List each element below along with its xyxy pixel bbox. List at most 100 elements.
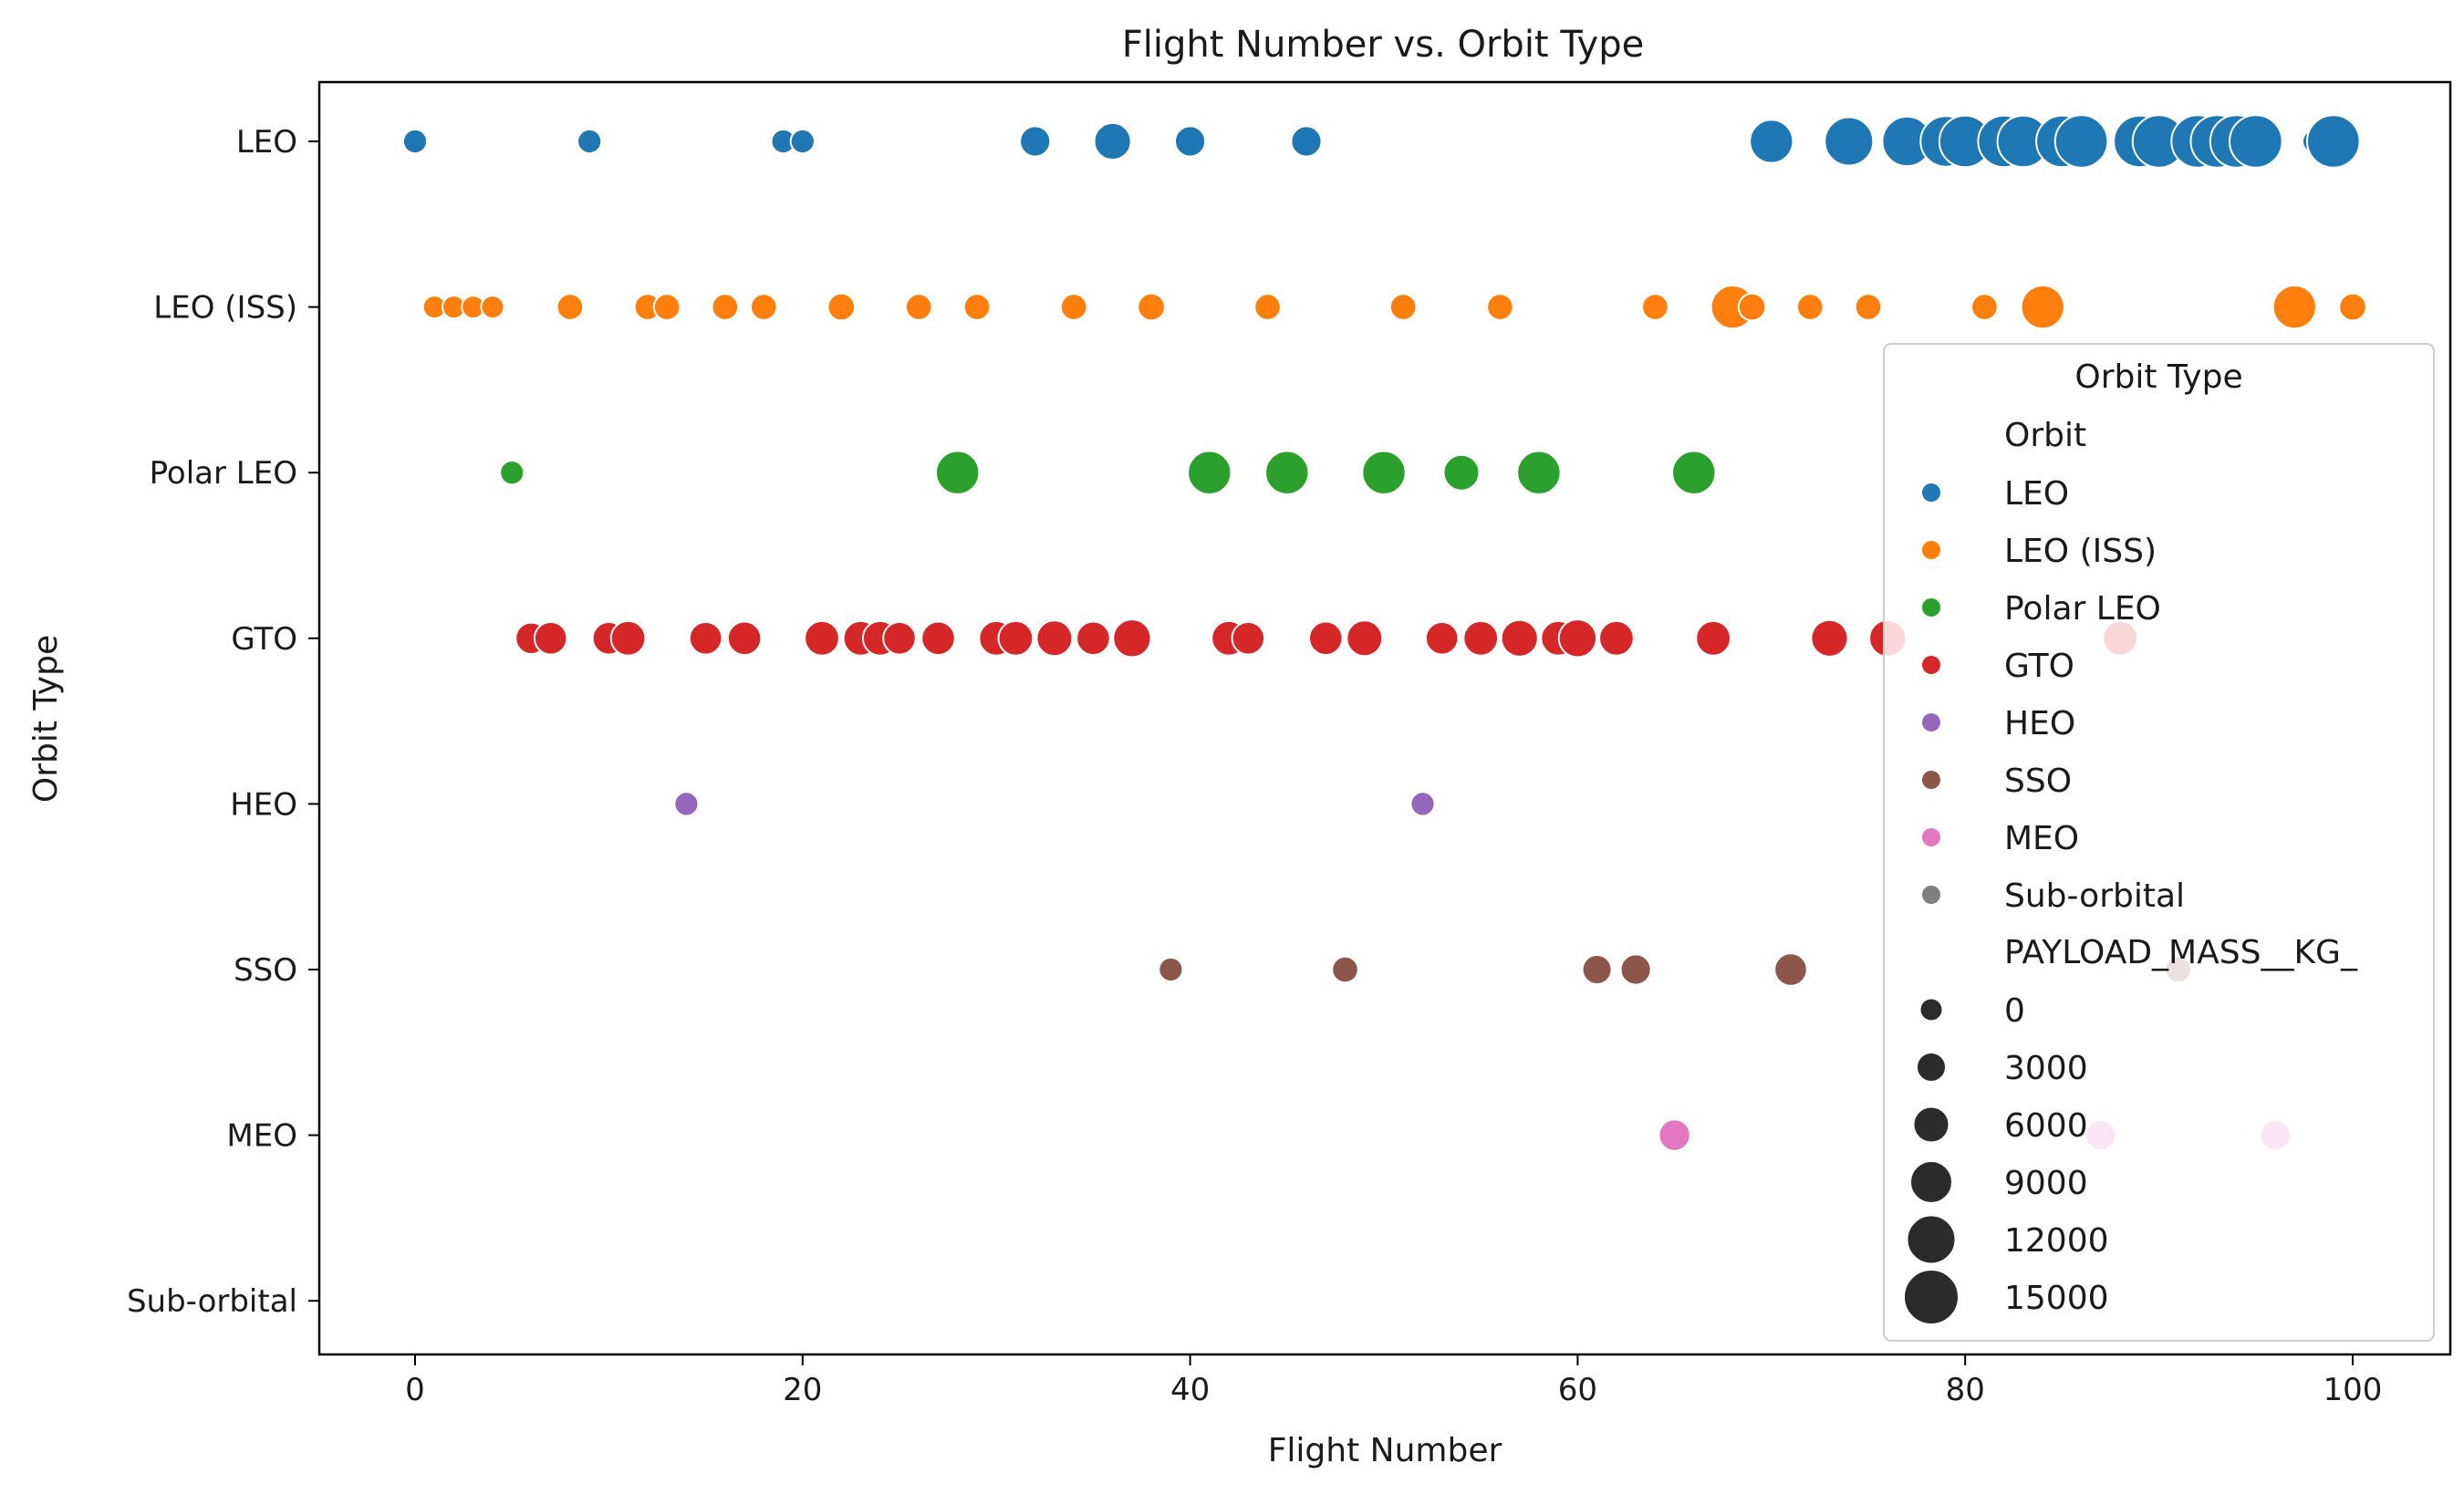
legend-label-meo: MEO — [2004, 820, 2079, 857]
y-tick-label-leo-iss-: LEO (ISS) — [153, 290, 297, 327]
point-sso-1 — [1331, 955, 1359, 984]
legend-size-marker-3000 — [1916, 1052, 1947, 1083]
legend-size-label-6000: 6000 — [2004, 1107, 2088, 1145]
point-leo-iss--24 — [2272, 285, 2317, 330]
point-leo-iss--6 — [652, 293, 681, 321]
legend-label-sso: SSO — [2004, 763, 2072, 800]
point-gto-5 — [726, 620, 763, 657]
y-tick-label-leo: LEO — [236, 124, 297, 161]
point-polar-leo-7 — [1671, 450, 1717, 495]
point-polar-leo-3 — [1264, 450, 1310, 495]
point-heo-1 — [1409, 791, 1436, 817]
y-tick-label-heo: HEO — [230, 786, 297, 823]
legend-size-label-12000: 12000 — [2004, 1222, 2109, 1260]
point-leo-iss--20 — [1796, 293, 1825, 321]
point-leo-1 — [577, 128, 603, 155]
point-polar-leo-1 — [935, 450, 981, 495]
legend-marker-leo-iss- — [1922, 541, 1940, 559]
legend-label-sub-orbital: Sub-orbital — [2004, 877, 2185, 915]
point-gto-1 — [533, 621, 568, 656]
point-leo-iss--3 — [480, 295, 505, 320]
point-polar-leo-6 — [1516, 450, 1562, 495]
legend-size-label-0: 0 — [2004, 992, 2025, 1030]
point-leo-iss--21 — [1854, 293, 1883, 321]
point-leo-iss--13 — [1137, 292, 1166, 322]
point-leo-0 — [401, 128, 429, 155]
point-gto-3 — [609, 619, 647, 657]
point-leo-iss--19 — [1737, 292, 1767, 322]
point-leo-iss--7 — [711, 293, 740, 321]
y-tick-label-sub-orbital: Sub-orbital — [127, 1283, 297, 1320]
legend-size-label-3000: 3000 — [2004, 1050, 2088, 1087]
legend-marker-gto — [1922, 656, 1940, 674]
legend-size-marker-9000 — [1909, 1160, 1953, 1204]
point-gto-24 — [1557, 618, 1598, 659]
legend-title: Orbit Type — [2074, 358, 2242, 396]
y-tick-label-gto: GTO — [231, 621, 297, 658]
legend-marker-sso — [1922, 771, 1940, 789]
legend-marker-heo — [1922, 713, 1940, 731]
legend-size-marker-15000 — [1903, 1269, 1960, 1325]
x-tick-label-100: 100 — [2324, 1372, 2383, 1408]
point-gto-9 — [882, 621, 917, 656]
point-gto-21 — [1462, 619, 1500, 657]
chart-title: Flight Number vs. Orbit Type — [1122, 24, 1644, 66]
x-tick-label-80: 80 — [1946, 1372, 1985, 1408]
point-leo-8 — [1749, 119, 1794, 164]
point-leo-24 — [2306, 114, 2361, 169]
legend-marker-sub-orbital — [1922, 886, 1940, 904]
legend-size-marker-12000 — [1906, 1214, 1957, 1265]
point-leo-iss--12 — [1059, 293, 1088, 321]
point-leo-4 — [1019, 125, 1052, 158]
point-leo-5 — [1093, 121, 1132, 161]
legend-marker-leo — [1922, 483, 1940, 502]
point-leo-22 — [2229, 114, 2283, 169]
point-gto-17 — [1231, 621, 1266, 656]
y-tick-label-polar-leo: Polar LEO — [150, 455, 297, 492]
point-leo-iss--14 — [1253, 293, 1282, 321]
point-sso-0 — [1158, 956, 1184, 983]
point-leo-iss--4 — [556, 293, 585, 321]
point-gto-12 — [997, 619, 1034, 657]
point-gto-25 — [1598, 619, 1635, 657]
point-gto-13 — [1035, 619, 1074, 658]
x-axis: 0 20 40 60 80 100 — [405, 1354, 2382, 1408]
y-tick-label-sso: SSO — [234, 952, 297, 989]
point-leo-iss--16 — [1486, 293, 1514, 321]
point-leo-iss--25 — [2338, 292, 2367, 322]
point-sso-3 — [1619, 953, 1652, 986]
point-gto-15 — [1112, 618, 1152, 659]
point-leo-iss--8 — [750, 293, 778, 321]
point-polar-leo-0 — [499, 460, 525, 486]
point-gto-18 — [1308, 620, 1344, 657]
legend-size-marker-6000 — [1912, 1105, 1950, 1144]
point-polar-leo-5 — [1442, 453, 1481, 492]
point-gto-14 — [1076, 620, 1111, 657]
x-tick-label-20: 20 — [783, 1372, 822, 1408]
y-axis: LEO LEO (ISS) Polar LEO GTO HEO SSO MEO Sub-orb… — [127, 124, 319, 1320]
point-heo-0 — [673, 791, 700, 817]
legend-label-leo-iss-: LEO (ISS) — [2004, 533, 2157, 570]
x-tick-label-0: 0 — [405, 1372, 425, 1408]
legend-size-title: PAYLOAD_MASS__KG_ — [2004, 934, 2358, 971]
point-gto-6 — [804, 619, 840, 657]
point-sso-4 — [1773, 952, 1808, 987]
x-tick-label-40: 40 — [1170, 1372, 1210, 1408]
point-leo-iss--9 — [827, 292, 857, 322]
point-leo-iss--11 — [962, 293, 992, 321]
point-gto-20 — [1424, 621, 1460, 656]
legend-size-marker-0 — [1918, 997, 1944, 1022]
x-axis-label: Flight Number — [1268, 1432, 1502, 1469]
point-sso-2 — [1581, 954, 1613, 985]
legend-marker-meo — [1922, 828, 1940, 846]
legend-size-label-15000: 15000 — [2004, 1280, 2109, 1317]
point-leo-3 — [789, 128, 816, 155]
legend-hue-title: Orbit — [2004, 417, 2086, 454]
point-gto-10 — [920, 620, 956, 657]
point-gto-19 — [1346, 619, 1384, 658]
points-layer — [401, 114, 2367, 1313]
legend-label-gto: GTO — [2004, 648, 2074, 685]
plot-frame — [317, 80, 2452, 1356]
point-leo-iss--10 — [904, 293, 933, 321]
